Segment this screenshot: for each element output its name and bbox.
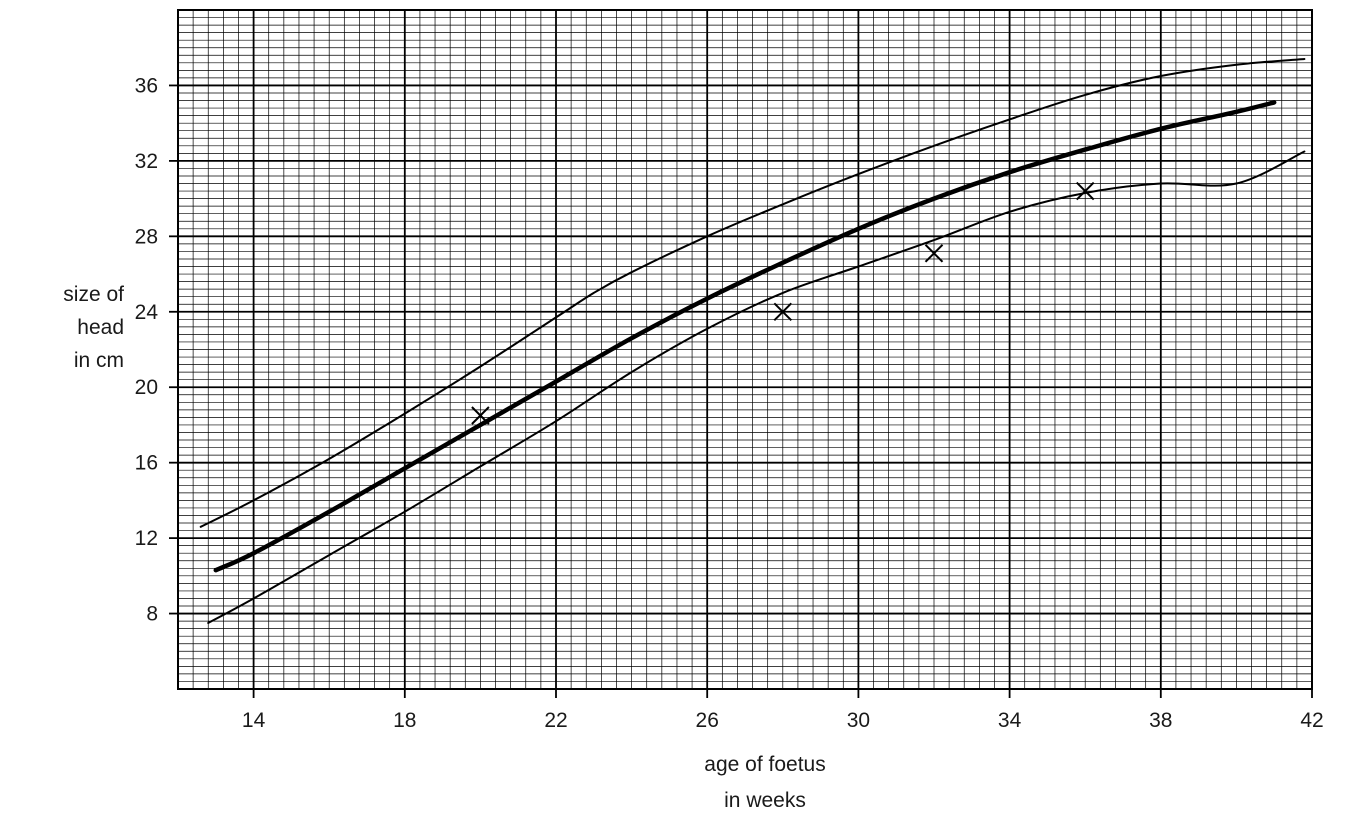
- grid-major: [177, 9, 1313, 690]
- x-tick-label: 34: [998, 709, 1022, 732]
- x-tick-label: 30: [847, 709, 870, 732]
- y-tick-label: 12: [135, 527, 158, 550]
- y-tick-label: 20: [135, 376, 158, 399]
- curves: [199, 58, 1306, 624]
- marker-stroke: [471, 406, 490, 425]
- x-tick-label: 42: [1300, 709, 1323, 732]
- x-tick-label: 22: [544, 709, 567, 732]
- x-tick-label: 18: [393, 709, 416, 732]
- tick-labels: 14 18 22 26 30 34 38 42 8 12 16 20 24 28 32 36: [135, 74, 1324, 732]
- marker-stroke: [924, 244, 944, 263]
- data-point-marker: [924, 244, 944, 263]
- y-tick-label: 36: [135, 74, 158, 97]
- marker-stroke: [773, 302, 793, 321]
- x-tick-label: 38: [1149, 709, 1172, 732]
- plot-frame: [177, 9, 1313, 690]
- y-axis-label-line-3: in cm: [74, 349, 124, 372]
- y-tick-label: 24: [135, 301, 159, 324]
- data-point-marker: [471, 406, 490, 425]
- y-tick-label: 8: [146, 603, 158, 626]
- x-tick-label: 14: [242, 709, 266, 732]
- series-line-2: [213, 100, 1277, 573]
- marker-stroke: [1075, 181, 1095, 201]
- y-tick-label: 28: [135, 225, 158, 248]
- y-axis-label-line-2: head: [77, 316, 124, 339]
- x-axis-label-line-1: age of foetus: [704, 753, 825, 776]
- y-tick-label: 16: [135, 452, 158, 475]
- y-axis-label-line-1: size of: [63, 283, 124, 306]
- series-line-1: [199, 58, 1306, 528]
- x-axis-label-line-2: in weeks: [724, 789, 806, 812]
- x-tick-label: 26: [696, 709, 719, 732]
- y-tick-label: 32: [135, 150, 158, 173]
- data-point-marker: [773, 302, 793, 321]
- series-line-3: [207, 150, 1306, 624]
- grid-minor: [177, 10, 1312, 689]
- data-point-marker: [1075, 181, 1095, 201]
- data-point-markers: [471, 181, 1095, 425]
